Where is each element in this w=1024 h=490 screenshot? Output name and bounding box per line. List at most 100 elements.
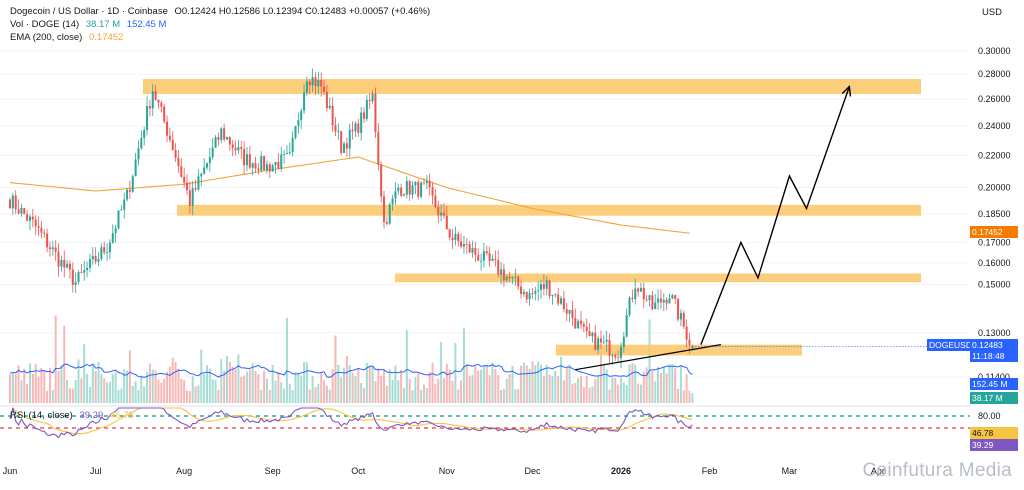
candle-body [422, 182, 425, 184]
candle-body [9, 199, 11, 209]
candle-body [243, 148, 246, 166]
candle-body [214, 137, 217, 148]
volume-bar [639, 384, 642, 403]
candle-body [385, 222, 388, 224]
candle-body [343, 143, 346, 153]
volume-bar [177, 368, 180, 403]
volume-bar [437, 378, 440, 403]
candle-body [111, 233, 114, 243]
volume-bar [288, 383, 291, 403]
volume-bar [405, 330, 408, 403]
volume-bar [28, 363, 31, 403]
candle-body [528, 293, 531, 300]
ohlc-values: O0.12424 H0.12586 L0.12394 C0.12483 +0.0… [174, 6, 431, 17]
y-tick-label: 0.22000 [978, 150, 1011, 160]
candle-body [237, 146, 240, 151]
candle-body [668, 298, 671, 304]
volume-bar [383, 369, 386, 403]
candle-body [20, 207, 23, 214]
volume-bar [642, 371, 645, 403]
volume-bar [568, 364, 571, 403]
candle-body [217, 137, 220, 140]
volume-bar [260, 389, 263, 403]
volume-bar [434, 384, 437, 403]
volume-bar [508, 374, 511, 403]
candle-body [520, 286, 523, 295]
candle-body [494, 258, 497, 261]
y-tick-label: 0.28000 [978, 69, 1011, 79]
volume-bar [659, 372, 662, 403]
time-axis[interactable]: Jun Jul Aug Sep Oct Nov Dec 2026 Feb Mar Apr [3, 466, 885, 476]
volume-bar [560, 356, 563, 403]
volume-bar [297, 372, 300, 403]
candle-body [688, 339, 691, 345]
volume-bar [377, 368, 380, 403]
candle-body [231, 144, 234, 149]
volume-bar [580, 375, 582, 403]
candle-body [294, 126, 297, 138]
volume-bar [168, 366, 171, 403]
candle-body [74, 282, 77, 285]
x-tick-label: Dec [524, 466, 541, 476]
candle-body [57, 251, 60, 267]
candle-body [117, 210, 120, 229]
candle-body [91, 255, 94, 260]
volume-bar [394, 365, 397, 403]
volume-bar [88, 386, 91, 403]
volume-bar [480, 369, 483, 403]
candle-body [345, 143, 348, 149]
volume-bar [551, 376, 554, 403]
candle-body [94, 255, 97, 262]
candle-body [211, 147, 214, 158]
volume-bar [662, 367, 665, 403]
candle-body [471, 248, 474, 253]
volume-bar [77, 359, 80, 403]
volume-bar [671, 364, 674, 403]
x-tick-label: Apr [871, 466, 885, 476]
rsi-ma-value: 46.78 [109, 410, 134, 421]
volume-bar [131, 386, 134, 403]
candle-body [320, 80, 323, 87]
volume-bar [151, 369, 154, 403]
volume-bar [228, 361, 231, 403]
candle-body [265, 164, 268, 171]
candle-body [511, 276, 514, 279]
candle-body [485, 251, 488, 254]
candle-body [311, 77, 314, 86]
y-tick-label: 0.20000 [978, 183, 1011, 193]
volume-bar [114, 372, 117, 403]
volume-bar [654, 381, 657, 403]
volume-bar [180, 378, 183, 403]
candle-body [63, 259, 66, 268]
volume-bar [408, 378, 411, 403]
volume-bar [17, 365, 20, 403]
ema-value: 0.17452 [88, 32, 124, 43]
candle-body [140, 137, 143, 149]
volume-bar [397, 380, 400, 403]
candle-body [43, 232, 46, 234]
volume-bar [648, 319, 651, 403]
candle-body [240, 146, 243, 149]
volume-bar [23, 368, 26, 403]
candle-body [194, 188, 197, 190]
candle-body [134, 159, 137, 177]
projection-arrowhead [841, 84, 852, 97]
candle-body [397, 187, 400, 192]
price-axis[interactable]: 0.30000 0.28000 0.26000 0.24000 0.22000 0.200… [978, 46, 1011, 421]
volume-bar [448, 369, 451, 403]
candle-body [148, 105, 151, 109]
candle-body [622, 336, 625, 347]
candle-body [522, 292, 525, 295]
volume-bar [679, 365, 682, 403]
candle-body [223, 128, 226, 140]
candle-body [574, 318, 577, 329]
candle-body [288, 152, 291, 154]
candle-body [143, 129, 146, 138]
volume-bar [465, 363, 468, 403]
candle-body [46, 233, 49, 248]
volume-bar [111, 374, 114, 403]
volume-bar [571, 383, 574, 403]
volume-bar [363, 388, 366, 403]
candle-body [331, 105, 334, 126]
